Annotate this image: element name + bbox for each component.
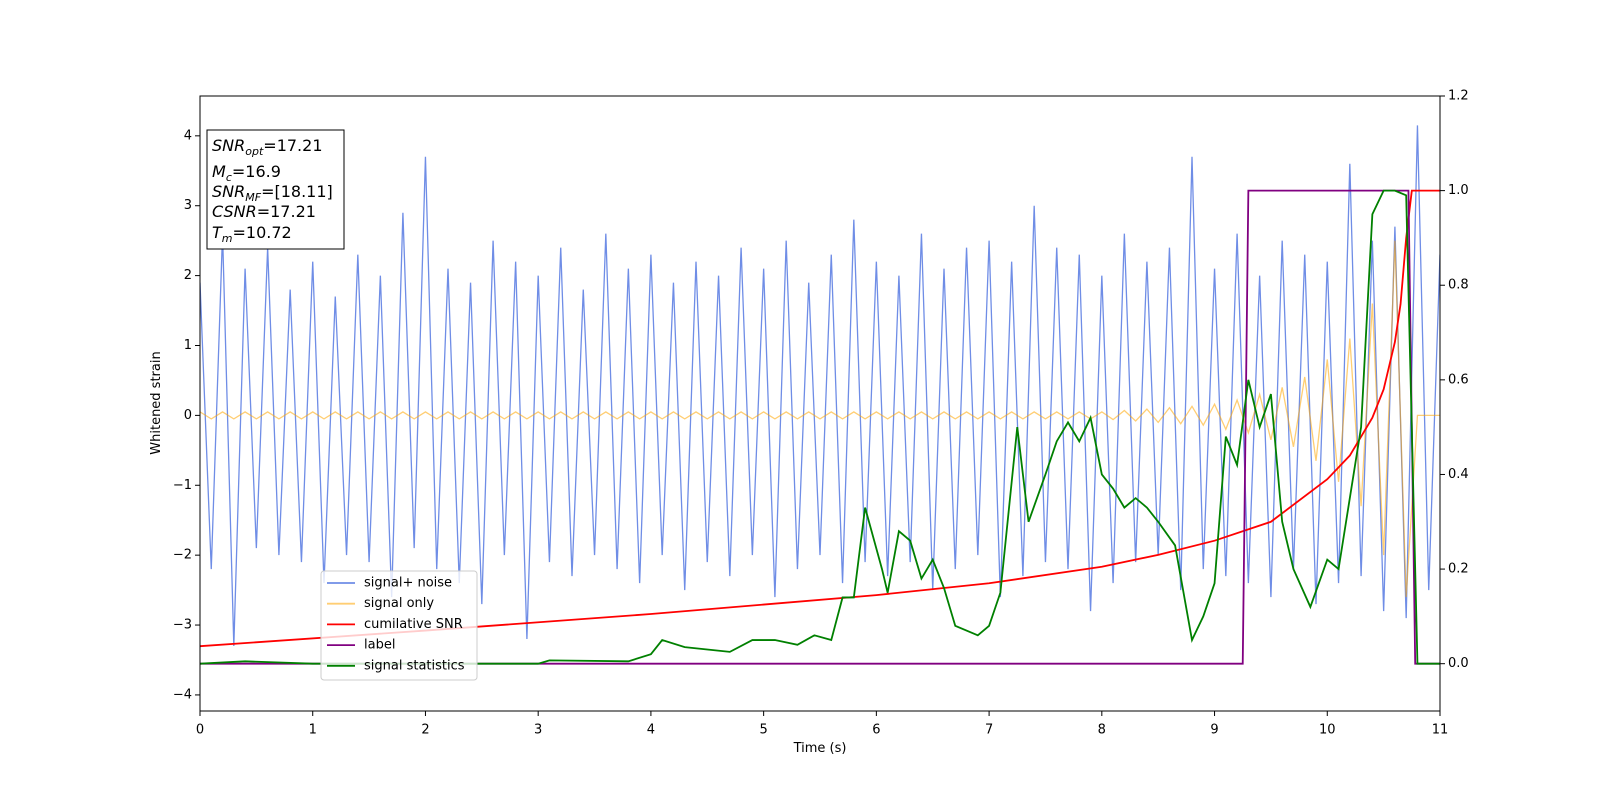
legend-label: signal only xyxy=(364,596,434,611)
series-line xyxy=(200,189,1440,665)
annotation-text: Tm=10.72 xyxy=(212,223,292,245)
annotation-subscript: m xyxy=(222,232,233,245)
x-tick-label: 1 xyxy=(309,723,317,738)
y2-tick-label: 0.2 xyxy=(1448,562,1469,577)
x-tick-label: 11 xyxy=(1432,723,1449,738)
annotation-text: SNRMF=[18.11] xyxy=(212,182,333,204)
y-tick-label: 1 xyxy=(184,338,192,353)
y-tick-label: 4 xyxy=(184,128,192,143)
x-tick-label: 7 xyxy=(985,723,993,738)
annotation-value: =10.72 xyxy=(233,223,292,242)
annotation-text: Mc=16.9 xyxy=(212,162,281,184)
annotation-name: M xyxy=(212,162,226,181)
y2-tick-label: 1.2 xyxy=(1448,89,1469,104)
annotation-value: =16.9 xyxy=(232,162,281,181)
legend-frame xyxy=(320,570,478,681)
y-tick-label: −3 xyxy=(173,618,192,633)
annotation-name: T xyxy=(212,223,223,242)
annotation-value: =17.21 xyxy=(263,136,322,155)
plot-area xyxy=(200,125,1440,665)
annotation-name: SNR xyxy=(212,182,245,201)
annotation-text: SNRopt=17.21 xyxy=(212,136,323,158)
annotation-name: SNR xyxy=(212,136,245,155)
x-tick-label: 5 xyxy=(759,723,767,738)
x-tick-label: 4 xyxy=(647,723,655,738)
x-tick-label: 9 xyxy=(1210,723,1218,738)
legend-label: cumilative SNR xyxy=(364,617,463,632)
y2-tick-label: 0.0 xyxy=(1448,656,1469,671)
annotation-subscript: c xyxy=(226,171,232,184)
x-tick-label: 0 xyxy=(196,723,204,738)
annotation-value: =17.21 xyxy=(257,202,316,221)
x-tick-label: 10 xyxy=(1319,723,1336,738)
legend-label: signal statistics xyxy=(364,658,465,673)
y-tick-label: −4 xyxy=(173,687,192,702)
y-tick-label: −2 xyxy=(173,548,192,563)
axes-frame xyxy=(199,95,1441,712)
annotation-subscript: MF xyxy=(245,191,261,204)
y-axis-label: Whitened strain xyxy=(149,351,164,454)
y2-tick-label: 0.8 xyxy=(1448,278,1469,293)
legend: signal+ noise signal only cumilative SNR la… xyxy=(320,570,478,681)
y-tick-label: 2 xyxy=(184,268,192,283)
y2-tick-label: 0.4 xyxy=(1448,467,1469,482)
x-tick-label: 6 xyxy=(872,723,880,738)
y2-tick-label: 0.6 xyxy=(1448,372,1469,387)
annotation-name: CSNR xyxy=(212,202,257,221)
series-line xyxy=(200,189,1440,648)
annotation-frame xyxy=(206,129,345,250)
x-tick-label: 8 xyxy=(1098,723,1106,738)
annotation-value: =[18.11] xyxy=(261,182,333,201)
annotation-subscript: opt xyxy=(245,145,264,158)
x-axis-label: Time (s) xyxy=(793,741,847,756)
series-line xyxy=(200,240,1440,598)
legend-label: signal+ noise xyxy=(364,576,452,591)
series-line xyxy=(200,125,1440,647)
legend-label: label xyxy=(364,638,395,653)
y-tick-label: −1 xyxy=(173,478,192,493)
y2-tick-label: 1.0 xyxy=(1448,183,1469,198)
annotation-text: CSNR=17.21 xyxy=(212,202,316,221)
y-tick-label: 3 xyxy=(184,198,192,213)
annotation-box: SNRopt=17.21Mc=16.9SNRMF=[18.11]CSNR=17.… xyxy=(206,129,345,250)
x-tick-label: 2 xyxy=(421,723,429,738)
y-tick-label: 0 xyxy=(184,408,192,423)
x-tick-label: 3 xyxy=(534,723,542,738)
